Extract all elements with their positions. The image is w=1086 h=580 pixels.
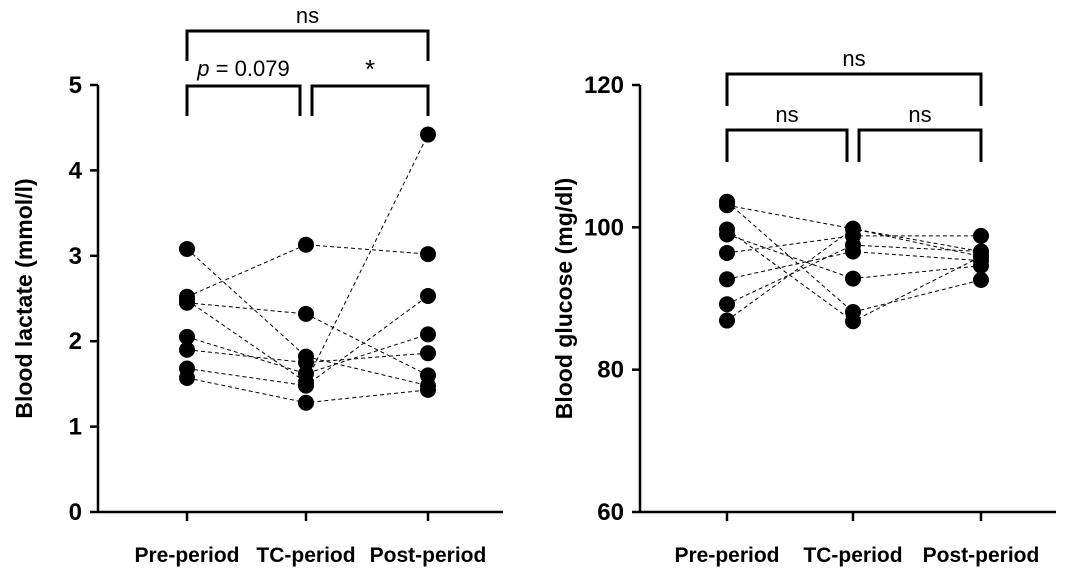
- chart-panel-2: 60 80 100 120 Pre-period TC-period Post-period…: [551, 46, 1056, 567]
- significance-label: ns: [842, 46, 865, 71]
- significance-bracket: [310, 84, 430, 116]
- y-tick-label: 3: [69, 243, 82, 270]
- data-point: [719, 197, 735, 214]
- data-point: [973, 271, 989, 288]
- data-point: [298, 365, 314, 382]
- y-axis-title: Blood glucose (mg/dl): [551, 178, 577, 420]
- data-point: [719, 226, 735, 243]
- data-point: [845, 220, 861, 237]
- x-tick-label: Pre-period: [134, 544, 239, 567]
- data-point: [845, 237, 861, 254]
- significance-label: ns: [908, 102, 931, 127]
- significance-label: p = 0.079: [196, 56, 289, 81]
- data-point: [420, 367, 436, 384]
- significance-bracket: [725, 72, 983, 106]
- data-point: [298, 354, 314, 371]
- data-point: [179, 341, 195, 358]
- data-point: [420, 345, 436, 362]
- y-tick-label: 80: [597, 357, 624, 384]
- data-point: [719, 271, 735, 288]
- data-point: [179, 328, 195, 345]
- subject-line-1: [186, 134, 429, 383]
- y-tick-label: 0: [69, 499, 82, 526]
- x-tick-label: TC-period: [256, 544, 355, 567]
- data-point: [845, 270, 861, 287]
- x-tick-label: Post-period: [370, 544, 487, 567]
- data-point: [719, 244, 735, 261]
- y-tick-label: 100: [584, 214, 624, 241]
- data-point: [973, 248, 989, 265]
- subject-line-7: [726, 244, 982, 305]
- x-tick-label: TC-period: [803, 544, 902, 567]
- data-point: [420, 126, 436, 143]
- data-point: [719, 296, 735, 313]
- y-tick-label: 2: [69, 328, 82, 355]
- x-tick-label: Post-period: [923, 544, 1040, 567]
- chart-panel-1: 0 1 2 3 4 5 Pre-period TC-period Post-period Bloo…: [11, 3, 503, 567]
- significance-label: ns: [775, 102, 798, 127]
- data-point: [420, 381, 436, 398]
- x-tick-label: Pre-period: [674, 544, 779, 567]
- data-point: [179, 240, 195, 257]
- significance-bracket: [725, 128, 849, 162]
- significance-bracket: [857, 128, 983, 162]
- y-tick-label: 60: [597, 499, 624, 526]
- data-point: [179, 294, 195, 311]
- significance-bracket: [185, 84, 302, 116]
- y-tick-label: 5: [69, 72, 82, 99]
- significance-label: ns: [296, 3, 319, 28]
- y-tick-label: 120: [584, 72, 624, 99]
- y-tick-label: 1: [69, 414, 82, 441]
- data-point: [298, 377, 314, 394]
- data-point: [179, 369, 195, 386]
- data-point: [845, 313, 861, 330]
- data-point: [298, 236, 314, 253]
- data-point: [719, 312, 735, 329]
- y-tick-label: 4: [69, 157, 83, 184]
- significance-bracket: [185, 29, 430, 61]
- data-point: [298, 394, 314, 411]
- data-point: [298, 305, 314, 322]
- y-axis-title: Blood lactate (mmol/l): [11, 178, 37, 418]
- significance-label: *: [365, 54, 375, 84]
- data-point: [420, 326, 436, 343]
- subject-line-1: [726, 201, 982, 313]
- data-point: [420, 246, 436, 263]
- data-point: [420, 287, 436, 304]
- data-point: [973, 227, 989, 244]
